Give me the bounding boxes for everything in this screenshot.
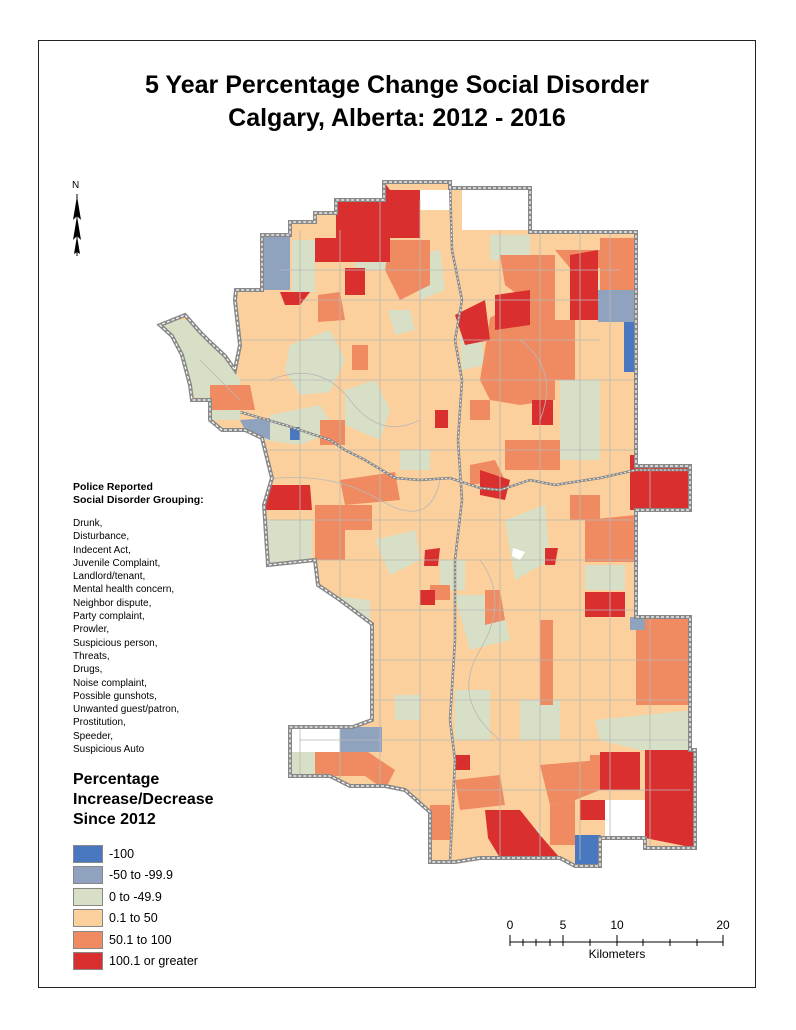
grouping-item: Disturbance, [73, 531, 130, 543]
legend-title-line3: Since 2012 [73, 811, 156, 828]
grouping-item: Juvenile Complaint, [73, 557, 161, 569]
grouping-item: Prostitution, [73, 717, 126, 729]
scale-bar: 0 5 10 20 Kilometers [507, 918, 730, 961]
legend-label: -50 to -99.9 [109, 868, 173, 883]
grouping-title-line2: Social Disorder Grouping: [73, 494, 204, 506]
grouping-item: Suspicious Auto [73, 744, 145, 756]
legend-swatch [73, 844, 103, 863]
map-frame [38, 40, 756, 988]
legend-row: 50.1 to 100 [73, 929, 198, 951]
grouping-item: Drugs, [73, 664, 103, 676]
scale-tick-label: 10 [610, 918, 624, 932]
legend-row: -50 to -99.9 [73, 865, 198, 887]
map-title-line2: Calgary, Alberta: 2012 - 2016 [228, 104, 566, 132]
grouping-item: Indecent Act, [73, 544, 131, 556]
legend-title: Percentage Increase/Decrease Since 2012 [73, 770, 214, 830]
map-title-line1: 5 Year Percentage Change Social Disorder [145, 71, 649, 99]
legend-swatch [73, 909, 103, 928]
grouping-title: Police Reported Social Disorder Grouping… [73, 481, 204, 507]
grouping-item: Threats, [73, 650, 110, 662]
grouping-item: Drunk, [73, 518, 103, 529]
grouping-list: Drunk, Disturbance, Indecent Act, Juvenile … [73, 517, 179, 756]
grouping-title-line1: Police Reported [73, 481, 153, 493]
grouping-item: Neighbor dispute, [73, 597, 152, 609]
legend-row: 0 to -49.9 [73, 886, 198, 908]
legend-title-line2: Increase/Decrease [73, 791, 214, 808]
grouping-item: Noise complaint, [73, 677, 147, 689]
legend-label: 100.1 or greater [109, 954, 198, 969]
grouping-item: Mental health concern, [73, 584, 175, 596]
legend-row: -100 [73, 843, 198, 865]
north-label: N [72, 180, 80, 191]
legend-label: 0 to -49.9 [109, 889, 162, 904]
legend-label: 50.1 to 100 [109, 932, 172, 947]
grouping-item: Speeder, [73, 730, 114, 742]
grouping-item: Possible gunshots, [73, 690, 157, 702]
scale-tick-label: 20 [716, 918, 730, 932]
legend-row: 0.1 to 50 [73, 908, 198, 930]
legend-label: -100 [109, 846, 135, 861]
grouping-item: Suspicious person, [73, 637, 158, 649]
scale-tick-label: 0 [507, 918, 514, 932]
legend-row: 100.1 or greater [73, 951, 198, 973]
legend-swatch [73, 887, 103, 906]
legend-title-line1: Percentage [73, 771, 160, 788]
legend: -100 -50 to -99.9 0 to -49.9 0.1 to 50 50.1 … [73, 843, 198, 972]
scale-unit: Kilometers [589, 947, 646, 961]
north-arrow-icon [73, 194, 81, 256]
legend-swatch [73, 866, 103, 885]
district-fills [160, 182, 695, 866]
legend-swatch [73, 952, 103, 971]
grouping-item: Landlord/tenant, [73, 571, 146, 583]
grouping-item: Party complaint, [73, 611, 145, 623]
legend-label: 0.1 to 50 [109, 911, 158, 926]
grouping-item: Prowler, [73, 624, 110, 636]
legend-swatch [73, 930, 103, 949]
scale-tick-label: 5 [560, 918, 567, 932]
grouping-item: Unwanted guest/patron, [73, 704, 180, 716]
